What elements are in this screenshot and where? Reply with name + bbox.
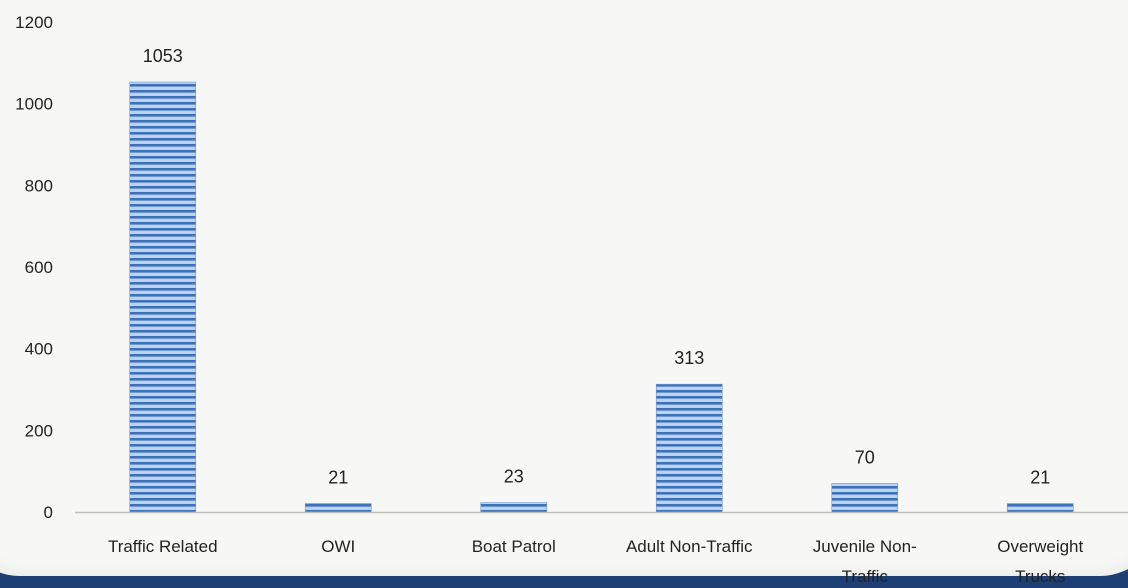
data-label: 313: [674, 348, 704, 368]
y-tick-label: 400: [25, 340, 53, 359]
data-labels-group: 1053 21 23 313 70 21: [143, 46, 1051, 487]
y-tick-label: 800: [25, 176, 53, 195]
x-tick-label-line: Trucks: [1015, 567, 1065, 586]
y-tick-label: 200: [25, 421, 53, 440]
y-tick-label: 1200: [15, 13, 53, 32]
x-tick-label: Boat Patrol: [472, 537, 556, 556]
bar: [831, 483, 899, 513]
x-tick-label-line: Traffic: [842, 567, 889, 586]
x-axis-labels-group: Traffic Related OWI Boat Patrol Adult Non-T…: [108, 537, 1084, 586]
x-tick-label-line: Boat Patrol: [472, 537, 556, 556]
x-tick-label: Traffic Related: [108, 537, 218, 556]
bar: [1006, 503, 1074, 513]
x-tick-label-line: Juvenile Non-: [813, 537, 917, 556]
x-tick-label: Overweight Trucks: [997, 537, 1083, 586]
x-tick-label-line: Overweight: [997, 537, 1083, 556]
y-tick-label: 0: [44, 503, 53, 522]
y-tick-label: 1000: [15, 95, 53, 114]
bar: [304, 503, 372, 513]
data-label: 70: [855, 447, 875, 467]
x-tick-label: Adult Non-Traffic: [626, 537, 753, 556]
data-label: 21: [328, 467, 348, 487]
x-tick-label-line: Adult Non-Traffic: [626, 537, 753, 556]
bar: [655, 383, 723, 513]
x-tick-label-line: Traffic Related: [108, 537, 218, 556]
bar: [129, 81, 197, 513]
data-label: 23: [504, 467, 524, 487]
x-tick-label-line: OWI: [321, 537, 355, 556]
bars-group: [129, 81, 1074, 513]
x-tick-label: Juvenile Non- Traffic: [813, 537, 917, 586]
y-tick-label: 600: [25, 258, 53, 277]
data-label: 1053: [143, 46, 183, 66]
y-axis: 0 200 400 600 800 1000 1200: [15, 13, 53, 522]
x-tick-label: OWI: [321, 537, 355, 556]
data-label: 21: [1030, 467, 1050, 487]
bar: [480, 502, 548, 513]
